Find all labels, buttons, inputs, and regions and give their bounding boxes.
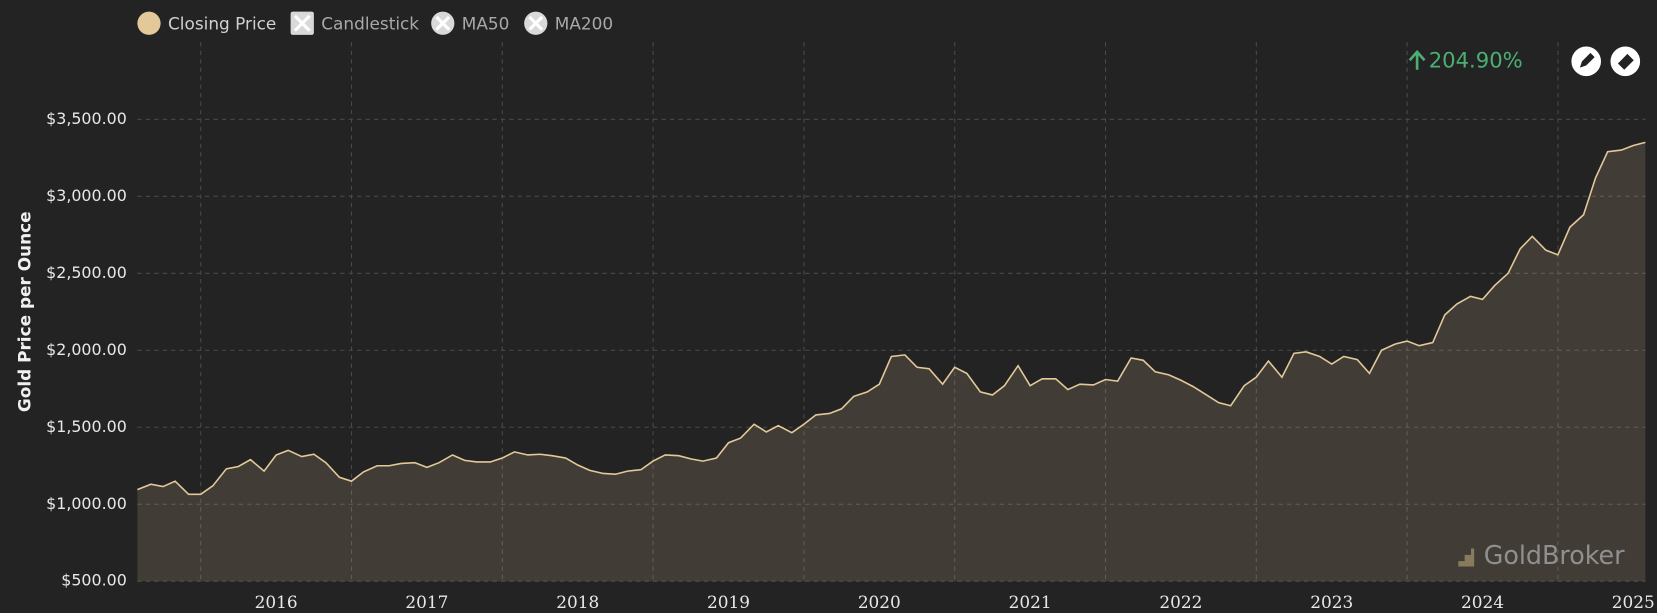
legend: Closing Price Candlestick MA50 MA200 [137, 11, 613, 35]
legend-off-icon [293, 14, 311, 32]
pencil-icon [1579, 52, 1595, 68]
y-tick-label: $3,000.00 [46, 186, 127, 205]
x-tick-label: 2017 [405, 592, 448, 612]
y-tick-label: $1,000.00 [46, 494, 127, 513]
x-tick-label: 2024 [1461, 592, 1504, 612]
watermark-text: GoldBroker [1484, 540, 1625, 570]
legend-swatch [137, 11, 161, 35]
watermark: GoldBroker [1451, 540, 1625, 570]
plot-area [137, 141, 1646, 582]
axes: $500.00 $1,000.00 $1,500.00 $2,000.00 $2,500… [46, 109, 1655, 612]
legend-item[interactable]: Closing Price [137, 11, 276, 35]
y-tick-label: $500.00 [61, 571, 127, 590]
y-tick-label: $3,500.00 [46, 109, 127, 128]
legend-label[interactable]: MA50 [462, 13, 510, 33]
legend-label[interactable]: Candlestick [321, 13, 419, 33]
up-arrow-icon [1408, 49, 1426, 70]
legend-item[interactable]: Candlestick [290, 11, 420, 35]
x-tick-label: 2019 [707, 592, 750, 612]
grid [137, 42, 1646, 582]
legend-item[interactable]: MA200 [524, 11, 613, 35]
draw-button[interactable] [1571, 46, 1601, 77]
x-tick-label: 2022 [1159, 592, 1202, 612]
x-tick-label: 2020 [858, 592, 901, 612]
y-axis-title: Gold Price per Ounce [14, 211, 34, 412]
x-tick-label: 2023 [1310, 592, 1353, 612]
y-tick-label: $2,000.00 [46, 340, 127, 359]
y-tick-label: $1,500.00 [46, 417, 127, 436]
change-indicator: 204.90% [1408, 47, 1523, 72]
legend-off-icon [528, 15, 544, 31]
erase-button[interactable] [1610, 46, 1641, 77]
y-tick-label: $2,500.00 [46, 263, 127, 282]
watermark-logo [1451, 548, 1475, 567]
legend-item[interactable]: MA50 [431, 11, 510, 35]
price-line [137, 141, 1646, 496]
x-tick-label: 2016 [255, 592, 298, 612]
change-label: 204.90% [1429, 47, 1523, 72]
x-tick-label: 2021 [1009, 592, 1052, 612]
legend-label[interactable]: MA200 [555, 13, 613, 33]
x-tick-label: 2025 [1612, 592, 1655, 612]
x-tick-label: 2018 [556, 592, 599, 612]
legend-label[interactable]: Closing Price [168, 13, 276, 33]
legend-off-icon [435, 15, 451, 31]
area-fill [137, 142, 1646, 582]
eraser-icon [1617, 53, 1634, 70]
